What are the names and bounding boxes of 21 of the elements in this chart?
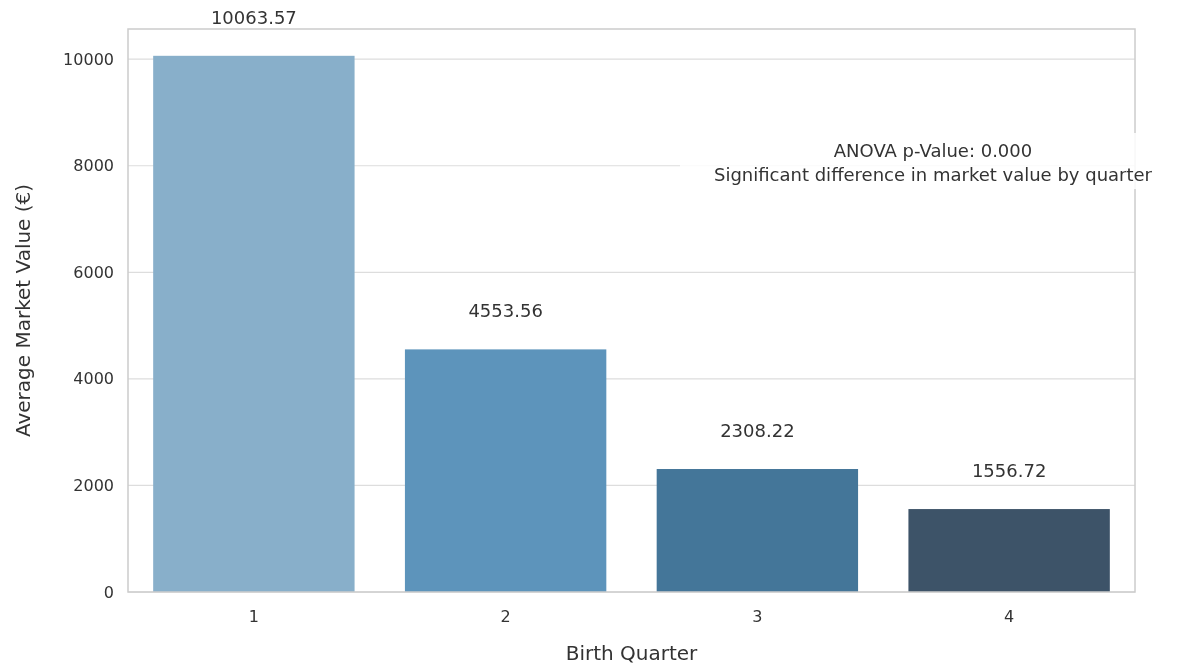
data-label: 4553.56 xyxy=(468,300,543,322)
x-tick-label: 1 xyxy=(248,607,259,626)
y-tick-label: 6000 xyxy=(73,262,114,282)
y-tick-label: 0 xyxy=(103,582,114,602)
bar xyxy=(153,55,355,592)
y-tick-label: 8000 xyxy=(73,156,114,176)
y-tick-label: 4000 xyxy=(73,369,114,389)
bar xyxy=(404,349,607,592)
bar xyxy=(908,509,1110,592)
x-tick-label: 2 xyxy=(500,607,511,626)
data-label: 1556.72 xyxy=(971,460,1047,482)
data-label: 10063.57 xyxy=(210,6,297,28)
x-tick-label: 3 xyxy=(752,607,763,626)
x-axis-title: Birth Quarter xyxy=(565,641,699,665)
x-tick-label: 4 xyxy=(1004,607,1015,626)
data-label: 2308.22 xyxy=(720,420,795,442)
bar xyxy=(656,469,859,592)
y-tick-label: 10000 xyxy=(63,49,114,69)
annotation: ANOVA p-Value: 0.000 Significant difference in market value by quarter xyxy=(713,140,1153,185)
y-tick-label: 2000 xyxy=(73,476,114,496)
y-axis-title: Average Market Value (€) xyxy=(11,183,35,438)
